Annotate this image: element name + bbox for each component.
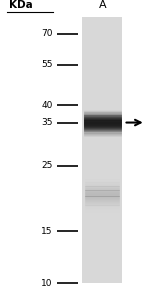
Text: 70: 70	[41, 29, 53, 38]
Text: 15: 15	[41, 227, 53, 236]
Text: 55: 55	[41, 60, 53, 69]
Text: KDa: KDa	[9, 0, 33, 10]
Text: 10: 10	[41, 279, 53, 288]
Text: 40: 40	[42, 101, 53, 110]
Polygon shape	[82, 16, 122, 283]
Text: A: A	[98, 0, 106, 10]
Text: 25: 25	[42, 161, 53, 170]
Text: 35: 35	[41, 118, 53, 127]
